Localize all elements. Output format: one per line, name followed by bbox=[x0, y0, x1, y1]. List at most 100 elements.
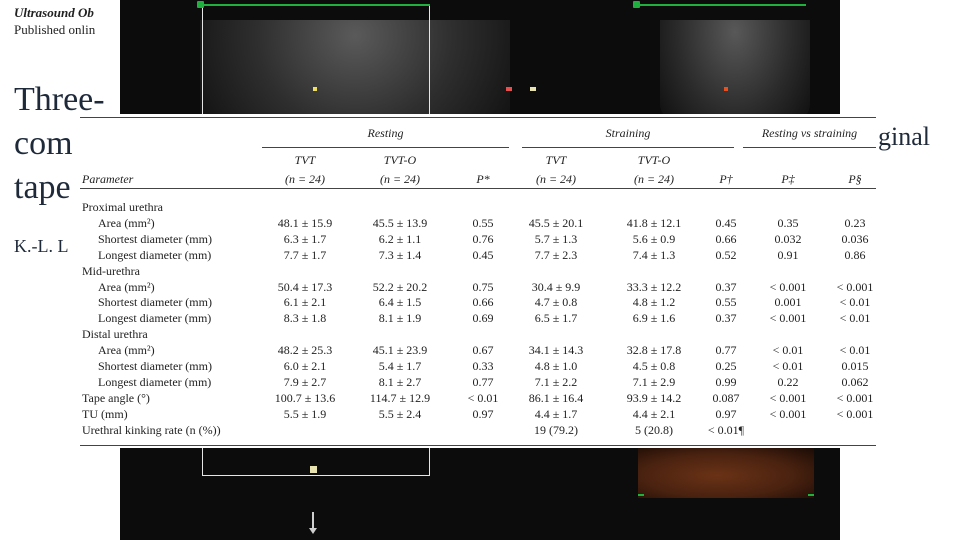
column-header: P† bbox=[719, 172, 733, 186]
table-cell: 4.7 ± 0.8 bbox=[534, 295, 578, 310]
green-corner-br bbox=[808, 494, 814, 496]
crosshair-marker-right bbox=[724, 87, 728, 91]
table-cell: 7.4 ± 1.3 bbox=[632, 247, 676, 262]
column-header-n: (n = 24) bbox=[379, 172, 421, 186]
table-cell: 8.3 ± 1.8 bbox=[283, 311, 327, 326]
table-cell: 0.25 bbox=[715, 359, 737, 373]
table-cell: < 0.001 bbox=[769, 390, 807, 405]
table-cell: < 0.001 bbox=[836, 390, 874, 405]
table-cell: 0.087 bbox=[712, 390, 740, 405]
table-cell: 0.33 bbox=[472, 359, 494, 373]
table-cell: < 0.01 bbox=[839, 295, 871, 310]
rule-resting bbox=[262, 147, 509, 148]
table-cell: 100.7 ± 13.6 bbox=[274, 390, 336, 405]
section-label: Proximal urethra bbox=[82, 200, 163, 214]
row-label: Area (mm²) bbox=[98, 279, 155, 294]
table-cell: 0.062 bbox=[841, 374, 869, 389]
table-cell: 32.8 ± 17.8 bbox=[626, 343, 682, 358]
table-cell: 6.5 ± 1.7 bbox=[534, 311, 578, 326]
table-cell: 45.1 ± 23.9 bbox=[372, 343, 428, 358]
table-cell: < 0.01 bbox=[839, 311, 871, 326]
table-cell: 52.2 ± 20.2 bbox=[372, 279, 428, 294]
table-cell: 6.1 ± 2.1 bbox=[283, 295, 327, 310]
column-header-n: (n = 24) bbox=[284, 172, 326, 186]
table-cell: 0.52 bbox=[715, 247, 737, 262]
parameter-header: Parameter bbox=[82, 172, 134, 186]
table-cell: < 0.001 bbox=[836, 279, 874, 294]
table-cell: 0.75 bbox=[472, 279, 494, 294]
table-cell: < 0.001 bbox=[769, 311, 807, 326]
row-label: Shortest diameter (mm) bbox=[98, 359, 212, 373]
table-top-rule bbox=[80, 117, 876, 118]
slide-title: Three- com tape bbox=[14, 78, 105, 210]
table-cell: 50.4 ± 17.3 bbox=[277, 279, 333, 294]
journal-header: Ultrasound Ob Published onlin bbox=[14, 4, 95, 38]
slide-title-line-1: Three- bbox=[14, 81, 105, 118]
table-cell: 4.8 ± 1.2 bbox=[632, 295, 676, 310]
section-label: Distal urethra bbox=[82, 327, 148, 342]
center-marker-red bbox=[506, 87, 512, 91]
down-arrow-icon bbox=[309, 512, 317, 534]
center-marker-tan bbox=[530, 87, 536, 91]
row-label: Longest diameter (mm) bbox=[98, 311, 212, 326]
table-cell: 48.2 ± 25.3 bbox=[277, 343, 333, 358]
table-cell: 0.76 bbox=[472, 231, 494, 246]
row-label: Urethral kinking rate (n (%)) bbox=[82, 422, 221, 437]
table-cell: 6.2 ± 1.1 bbox=[378, 231, 422, 246]
table-cell: < 0.001 bbox=[769, 406, 807, 421]
table-cell: 0.66 bbox=[715, 231, 737, 246]
group-header-straining: Straining bbox=[605, 126, 651, 140]
table-cell: 33.3 ± 12.2 bbox=[626, 279, 682, 294]
table-cell: 7.1 ± 2.2 bbox=[534, 374, 578, 389]
table-cell: < 0.01 bbox=[772, 359, 804, 373]
table-cell: < 0.01 bbox=[467, 390, 499, 405]
table-cell: 19 (79.2) bbox=[534, 422, 578, 437]
table-cell: 5.7 ± 1.3 bbox=[534, 231, 578, 246]
table-cell: 0.45 bbox=[715, 215, 737, 230]
table-cell: 8.1 ± 1.9 bbox=[378, 311, 422, 326]
row-label: Longest diameter (mm) bbox=[98, 247, 212, 262]
table-cell: 0.032 bbox=[774, 231, 802, 246]
row-label: Area (mm²) bbox=[98, 215, 155, 230]
table-cell: 0.69 bbox=[472, 311, 494, 326]
table-cell: 0.015 bbox=[841, 359, 869, 373]
section-label: Mid-urethra bbox=[82, 263, 140, 278]
results-table: Resting Straining Resting vs straining TVT (… bbox=[80, 114, 876, 448]
table-cell: 0.66 bbox=[472, 295, 494, 310]
table-cell: 0.45 bbox=[472, 247, 494, 262]
table-cell: 5.5 ± 2.4 bbox=[378, 406, 422, 421]
table-cell: 0.86 bbox=[844, 247, 866, 262]
green-handle-right[interactable] bbox=[633, 1, 640, 8]
rendered-volume-image bbox=[638, 448, 814, 498]
table-cell: 0.97 bbox=[715, 406, 737, 421]
table-cell: 7.3 ± 1.4 bbox=[378, 247, 422, 262]
column-header: TVT bbox=[294, 153, 316, 167]
rule-resting-vs-straining bbox=[743, 147, 876, 148]
table-cell: 30.4 ± 9.9 bbox=[531, 279, 581, 294]
row-label: Shortest diameter (mm) bbox=[98, 231, 212, 246]
table-cell: 4.4 ± 1.7 bbox=[534, 406, 578, 421]
crosshair-marker-left bbox=[313, 87, 317, 91]
table-cell: < 0.001 bbox=[769, 279, 807, 294]
rule-straining bbox=[522, 147, 734, 148]
green-corner-bl bbox=[638, 494, 644, 496]
table-cell: 0.97 bbox=[472, 406, 494, 421]
column-header-n: (n = 24) bbox=[633, 172, 675, 186]
green-handle-left[interactable] bbox=[197, 1, 204, 8]
table-cell: 45.5 ± 13.9 bbox=[372, 215, 428, 230]
header-bottom-rule bbox=[80, 188, 876, 189]
column-header: P* bbox=[476, 172, 490, 186]
table-cell: 6.4 ± 1.5 bbox=[378, 295, 422, 310]
journal-name: Ultrasound Ob bbox=[14, 5, 94, 20]
table-cell: 0.036 bbox=[841, 231, 869, 246]
row-label: Shortest diameter (mm) bbox=[98, 295, 212, 310]
table-bottom-rule bbox=[80, 445, 876, 446]
group-header-resting: Resting bbox=[367, 126, 404, 140]
table-cell: 7.7 ± 1.7 bbox=[283, 247, 327, 262]
table-cell: 6.0 ± 2.1 bbox=[283, 359, 327, 373]
table-cell: 0.77 bbox=[472, 374, 494, 389]
table-cell: 0.91 bbox=[777, 247, 799, 262]
table-cell: 7.9 ± 2.7 bbox=[283, 374, 327, 389]
row-label: Tape angle (°) bbox=[82, 390, 150, 405]
slider-handle[interactable] bbox=[310, 466, 317, 473]
